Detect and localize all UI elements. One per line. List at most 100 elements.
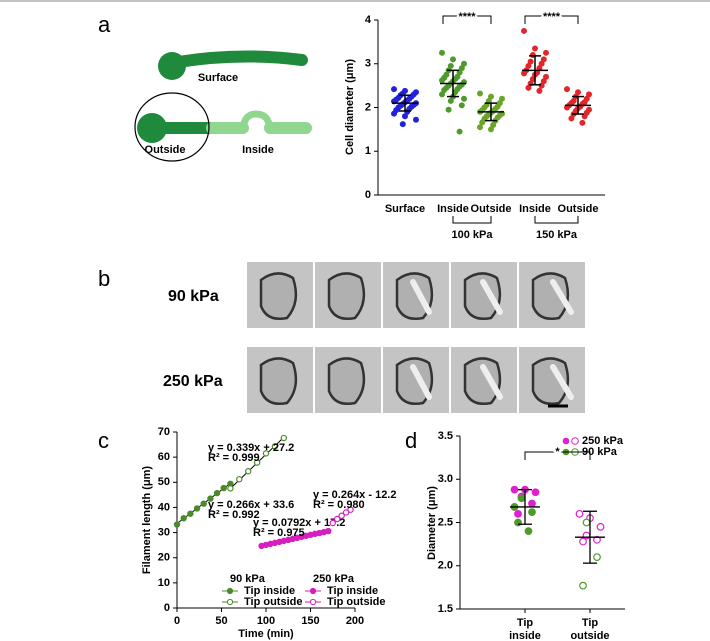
data-point — [488, 126, 494, 133]
x-tick-label: 50 — [215, 615, 227, 627]
y-tick-label: 4 — [365, 14, 372, 26]
data-point — [477, 124, 483, 131]
fit-r2: R² = 0.980 — [313, 499, 365, 511]
x-tick-label: 200 — [346, 615, 364, 627]
significance-label: **** — [543, 11, 561, 23]
filament — [550, 279, 574, 315]
data-point — [347, 506, 354, 513]
x-tick-label: 0 — [174, 615, 180, 627]
y-tick-label: 3 — [365, 58, 371, 70]
data-point — [271, 443, 279, 450]
data-point — [227, 485, 234, 492]
panel-label: b — [98, 266, 110, 291]
data-point — [477, 90, 483, 97]
cell-outline — [327, 357, 366, 405]
data-point — [200, 500, 207, 507]
data-point — [342, 509, 350, 516]
filament — [410, 279, 432, 315]
significance-bracket — [524, 451, 591, 460]
panel-label: d — [405, 428, 417, 453]
data-point — [439, 49, 445, 56]
fit-equation: y = 0.339x + 27.2 — [208, 442, 294, 454]
data-point — [413, 116, 419, 123]
data-point — [536, 87, 543, 94]
legend-marker — [309, 587, 317, 595]
data-point — [447, 97, 454, 104]
cell-outline — [327, 272, 366, 320]
data-point — [514, 509, 522, 518]
y-tick-label: 1.5 — [438, 603, 453, 615]
data-point — [445, 106, 452, 113]
data-point — [510, 485, 519, 494]
group-label: 100 kPa — [452, 229, 494, 241]
data-point — [568, 115, 575, 122]
filament — [480, 279, 503, 315]
y-tick-label: 40 — [158, 501, 170, 513]
significance-bracket — [524, 15, 579, 24]
x-tick-label: Outside — [471, 203, 512, 215]
y-tick-label: 0 — [365, 189, 371, 201]
data-point — [525, 84, 532, 91]
row-label: 90 kPa — [168, 288, 219, 305]
data-point — [253, 459, 261, 466]
data-point — [593, 553, 601, 561]
legend-marker — [562, 437, 570, 445]
data-point — [521, 27, 527, 34]
data-point — [280, 434, 287, 442]
data-point — [564, 86, 570, 93]
data-point — [325, 527, 332, 535]
legend-label: Tip outside — [327, 596, 385, 608]
y-axis-title: Filament length (μm) — [141, 466, 153, 575]
x-tick-label: Inside — [519, 203, 551, 215]
legend-label: Tip inside — [327, 585, 378, 597]
data-point — [220, 484, 227, 492]
legend-marker — [226, 598, 234, 606]
data-point — [207, 495, 214, 502]
x-tick-label: Inside — [437, 203, 469, 215]
data-point — [458, 102, 465, 109]
filament — [410, 364, 432, 400]
data-point — [439, 91, 445, 98]
cell-outline — [259, 272, 298, 320]
x-tick-label: Tip outside — [570, 617, 609, 641]
y-tick-label: 2 — [365, 101, 371, 113]
data-point — [593, 535, 601, 544]
significance-label: **** — [458, 11, 476, 23]
diagram: Surface Outside Inside — [134, 50, 312, 162]
y-tick-label: 0 — [164, 602, 170, 614]
legend-title: 90 kPa — [230, 573, 266, 585]
data-point — [439, 77, 445, 84]
significance-label: * — [555, 446, 560, 458]
data-point — [528, 508, 536, 517]
panel-label: a — [98, 12, 111, 37]
data-point — [402, 113, 408, 120]
y-tick-label: 2.5 — [438, 516, 453, 528]
filament — [550, 364, 574, 400]
fit-equation: y = 0.0792x + 17.2 — [253, 517, 345, 529]
data-point — [517, 494, 526, 503]
data-point — [450, 56, 456, 63]
diagram-label: Outside — [145, 144, 186, 156]
data-point — [262, 450, 270, 457]
data-point — [329, 519, 336, 527]
fit-equation: y = 0.266x + 33.6 — [208, 499, 294, 511]
data-point — [187, 510, 194, 517]
data-point — [538, 82, 545, 89]
data-point — [391, 110, 397, 117]
legend-marker — [226, 587, 234, 595]
cell-outline — [463, 357, 502, 405]
legend-label: 250 kPa — [582, 435, 624, 447]
data-point — [596, 522, 605, 531]
cell-outline — [259, 357, 298, 405]
y-tick-label: 10 — [158, 577, 170, 589]
data-point — [579, 119, 586, 126]
data-point — [543, 49, 549, 56]
data-point — [521, 70, 527, 77]
data-point — [531, 488, 540, 497]
group-bracket — [534, 216, 579, 224]
data-point — [334, 515, 341, 523]
legend-title: 250 kPa — [313, 573, 355, 585]
y-tick-label: 50 — [158, 476, 170, 488]
fit-r2: R² = 0.975 — [253, 527, 305, 539]
